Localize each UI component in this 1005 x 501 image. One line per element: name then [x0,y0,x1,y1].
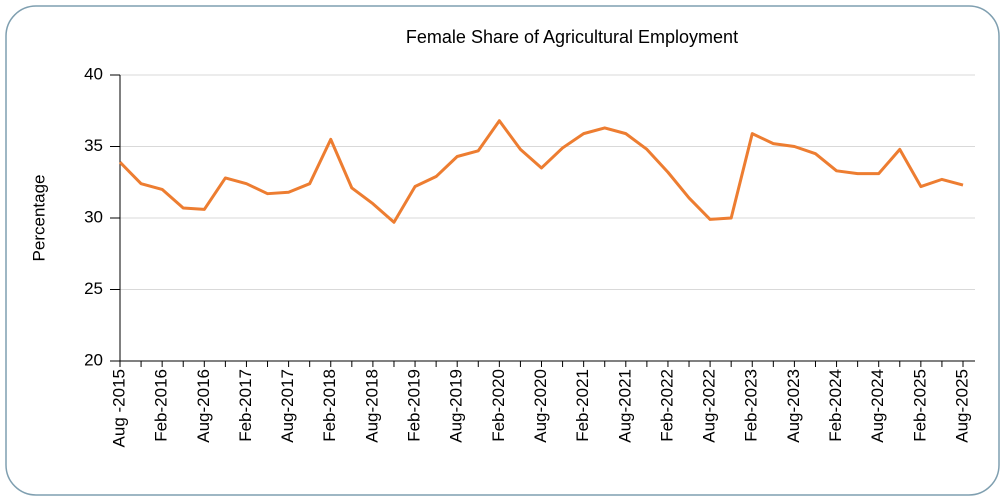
x-tick-label: Feb-2016 [152,369,171,442]
x-tick-label: Aug-2019 [447,369,466,443]
x-tick-label: Aug-2023 [784,369,803,443]
line-series [118,119,964,224]
y-tick-label: 40 [84,64,103,83]
x-tick-label: Feb-2025 [910,369,929,442]
x-tick-label: Aug-2021 [615,369,634,443]
x-tick-label: Feb-2020 [489,369,508,442]
x-tick-label: Feb-2019 [405,369,424,442]
x-tick-label: Feb-2021 [573,369,592,442]
x-tick-label: Aug-2020 [531,369,550,443]
x-tick-label: Feb-2018 [320,369,339,442]
x-tick-label: Aug -2015 [109,369,128,447]
x-tick-label: Aug-2022 [700,369,719,443]
y-tick-label: 25 [84,279,103,298]
x-tick-label: Feb-2022 [657,369,676,442]
y-axis-label: Percentage [29,175,48,262]
y-tick-label: 20 [84,350,103,369]
x-tick-label: Aug-2025 [952,369,971,443]
y-tick-label: 35 [84,136,103,155]
x-tick-label: Aug-2016 [194,369,213,443]
x-tick-label: Feb-2023 [742,369,761,442]
chart-frame [5,5,1000,496]
x-tick-label: Aug-2017 [278,369,297,443]
x-tick-label: Feb-2017 [236,369,255,442]
x-tick-label: Feb-2024 [826,369,845,442]
chart-title: Female Share of Agricultural Employment [406,27,738,47]
x-tick-label: Aug-2018 [362,369,381,443]
x-tick-label: Aug-2024 [868,369,887,443]
y-tick-label: 30 [84,207,103,226]
